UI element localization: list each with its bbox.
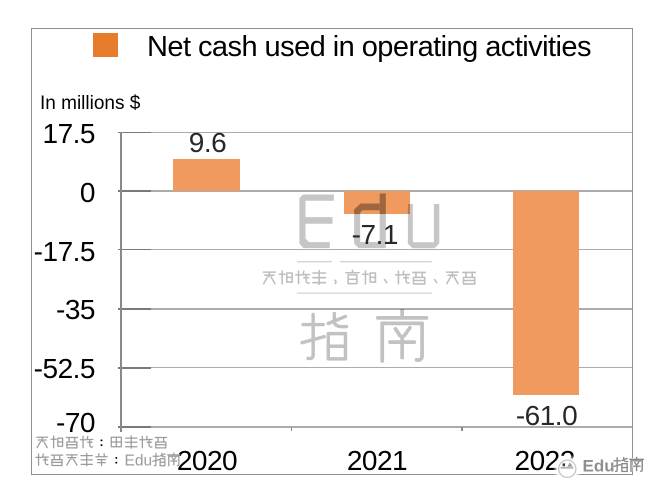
svg-text:Edu: Edu [125,452,153,469]
svg-text:Edu: Edu [583,456,615,475]
